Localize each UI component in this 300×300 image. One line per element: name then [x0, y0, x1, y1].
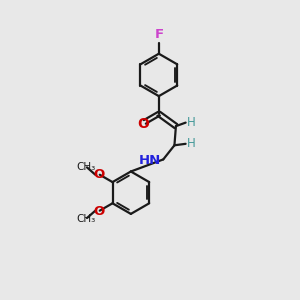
Text: H: H	[187, 137, 196, 150]
Text: CH₃: CH₃	[76, 214, 95, 224]
Text: O: O	[137, 117, 149, 130]
Text: HN: HN	[139, 154, 161, 167]
Text: O: O	[93, 168, 104, 181]
Text: F: F	[154, 28, 164, 41]
Text: CH₃: CH₃	[76, 162, 95, 172]
Text: O: O	[93, 205, 104, 218]
Text: H: H	[187, 116, 196, 128]
